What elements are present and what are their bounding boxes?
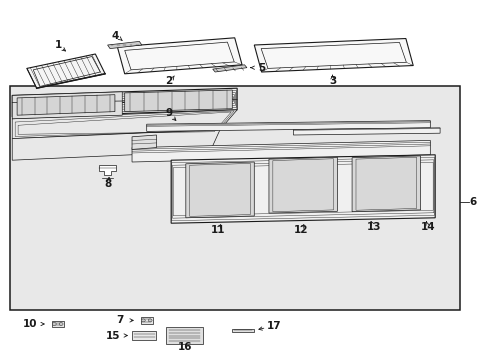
Polygon shape [124,42,234,70]
Polygon shape [52,321,63,327]
Polygon shape [261,42,406,68]
Text: 5: 5 [258,63,264,73]
Polygon shape [166,327,203,344]
Text: 15: 15 [106,330,121,341]
Polygon shape [12,110,237,139]
Polygon shape [12,88,237,117]
Polygon shape [212,65,246,72]
Text: 11: 11 [210,225,224,235]
Circle shape [52,323,56,325]
Polygon shape [132,140,429,162]
Polygon shape [254,39,412,72]
Text: 12: 12 [293,225,307,235]
Polygon shape [117,38,242,74]
Polygon shape [124,90,232,112]
Polygon shape [293,128,439,135]
Polygon shape [12,130,220,160]
Text: 16: 16 [177,342,192,352]
Circle shape [59,323,63,325]
Text: 3: 3 [328,76,335,86]
Polygon shape [12,92,122,119]
Text: 6: 6 [468,197,475,207]
Polygon shape [10,86,459,310]
Text: 7: 7 [116,315,123,325]
Polygon shape [33,57,100,86]
Text: 9: 9 [165,108,172,118]
Text: 2: 2 [165,76,172,86]
Text: 10: 10 [23,319,38,329]
Circle shape [141,319,145,322]
Text: 8: 8 [104,179,111,189]
Polygon shape [232,329,254,332]
Text: 14: 14 [420,222,434,232]
Text: 1: 1 [55,40,62,50]
Polygon shape [351,156,420,212]
Polygon shape [268,157,337,213]
Polygon shape [99,165,116,175]
Polygon shape [17,95,115,115]
Polygon shape [185,162,254,218]
Text: 4: 4 [111,31,119,41]
Polygon shape [132,135,156,149]
Polygon shape [141,317,152,324]
Polygon shape [146,121,429,131]
Polygon shape [27,54,105,88]
Text: 17: 17 [266,321,281,331]
Polygon shape [107,41,142,49]
Circle shape [148,319,152,322]
Polygon shape [132,331,156,340]
Text: 13: 13 [366,222,381,232]
Polygon shape [171,155,434,223]
